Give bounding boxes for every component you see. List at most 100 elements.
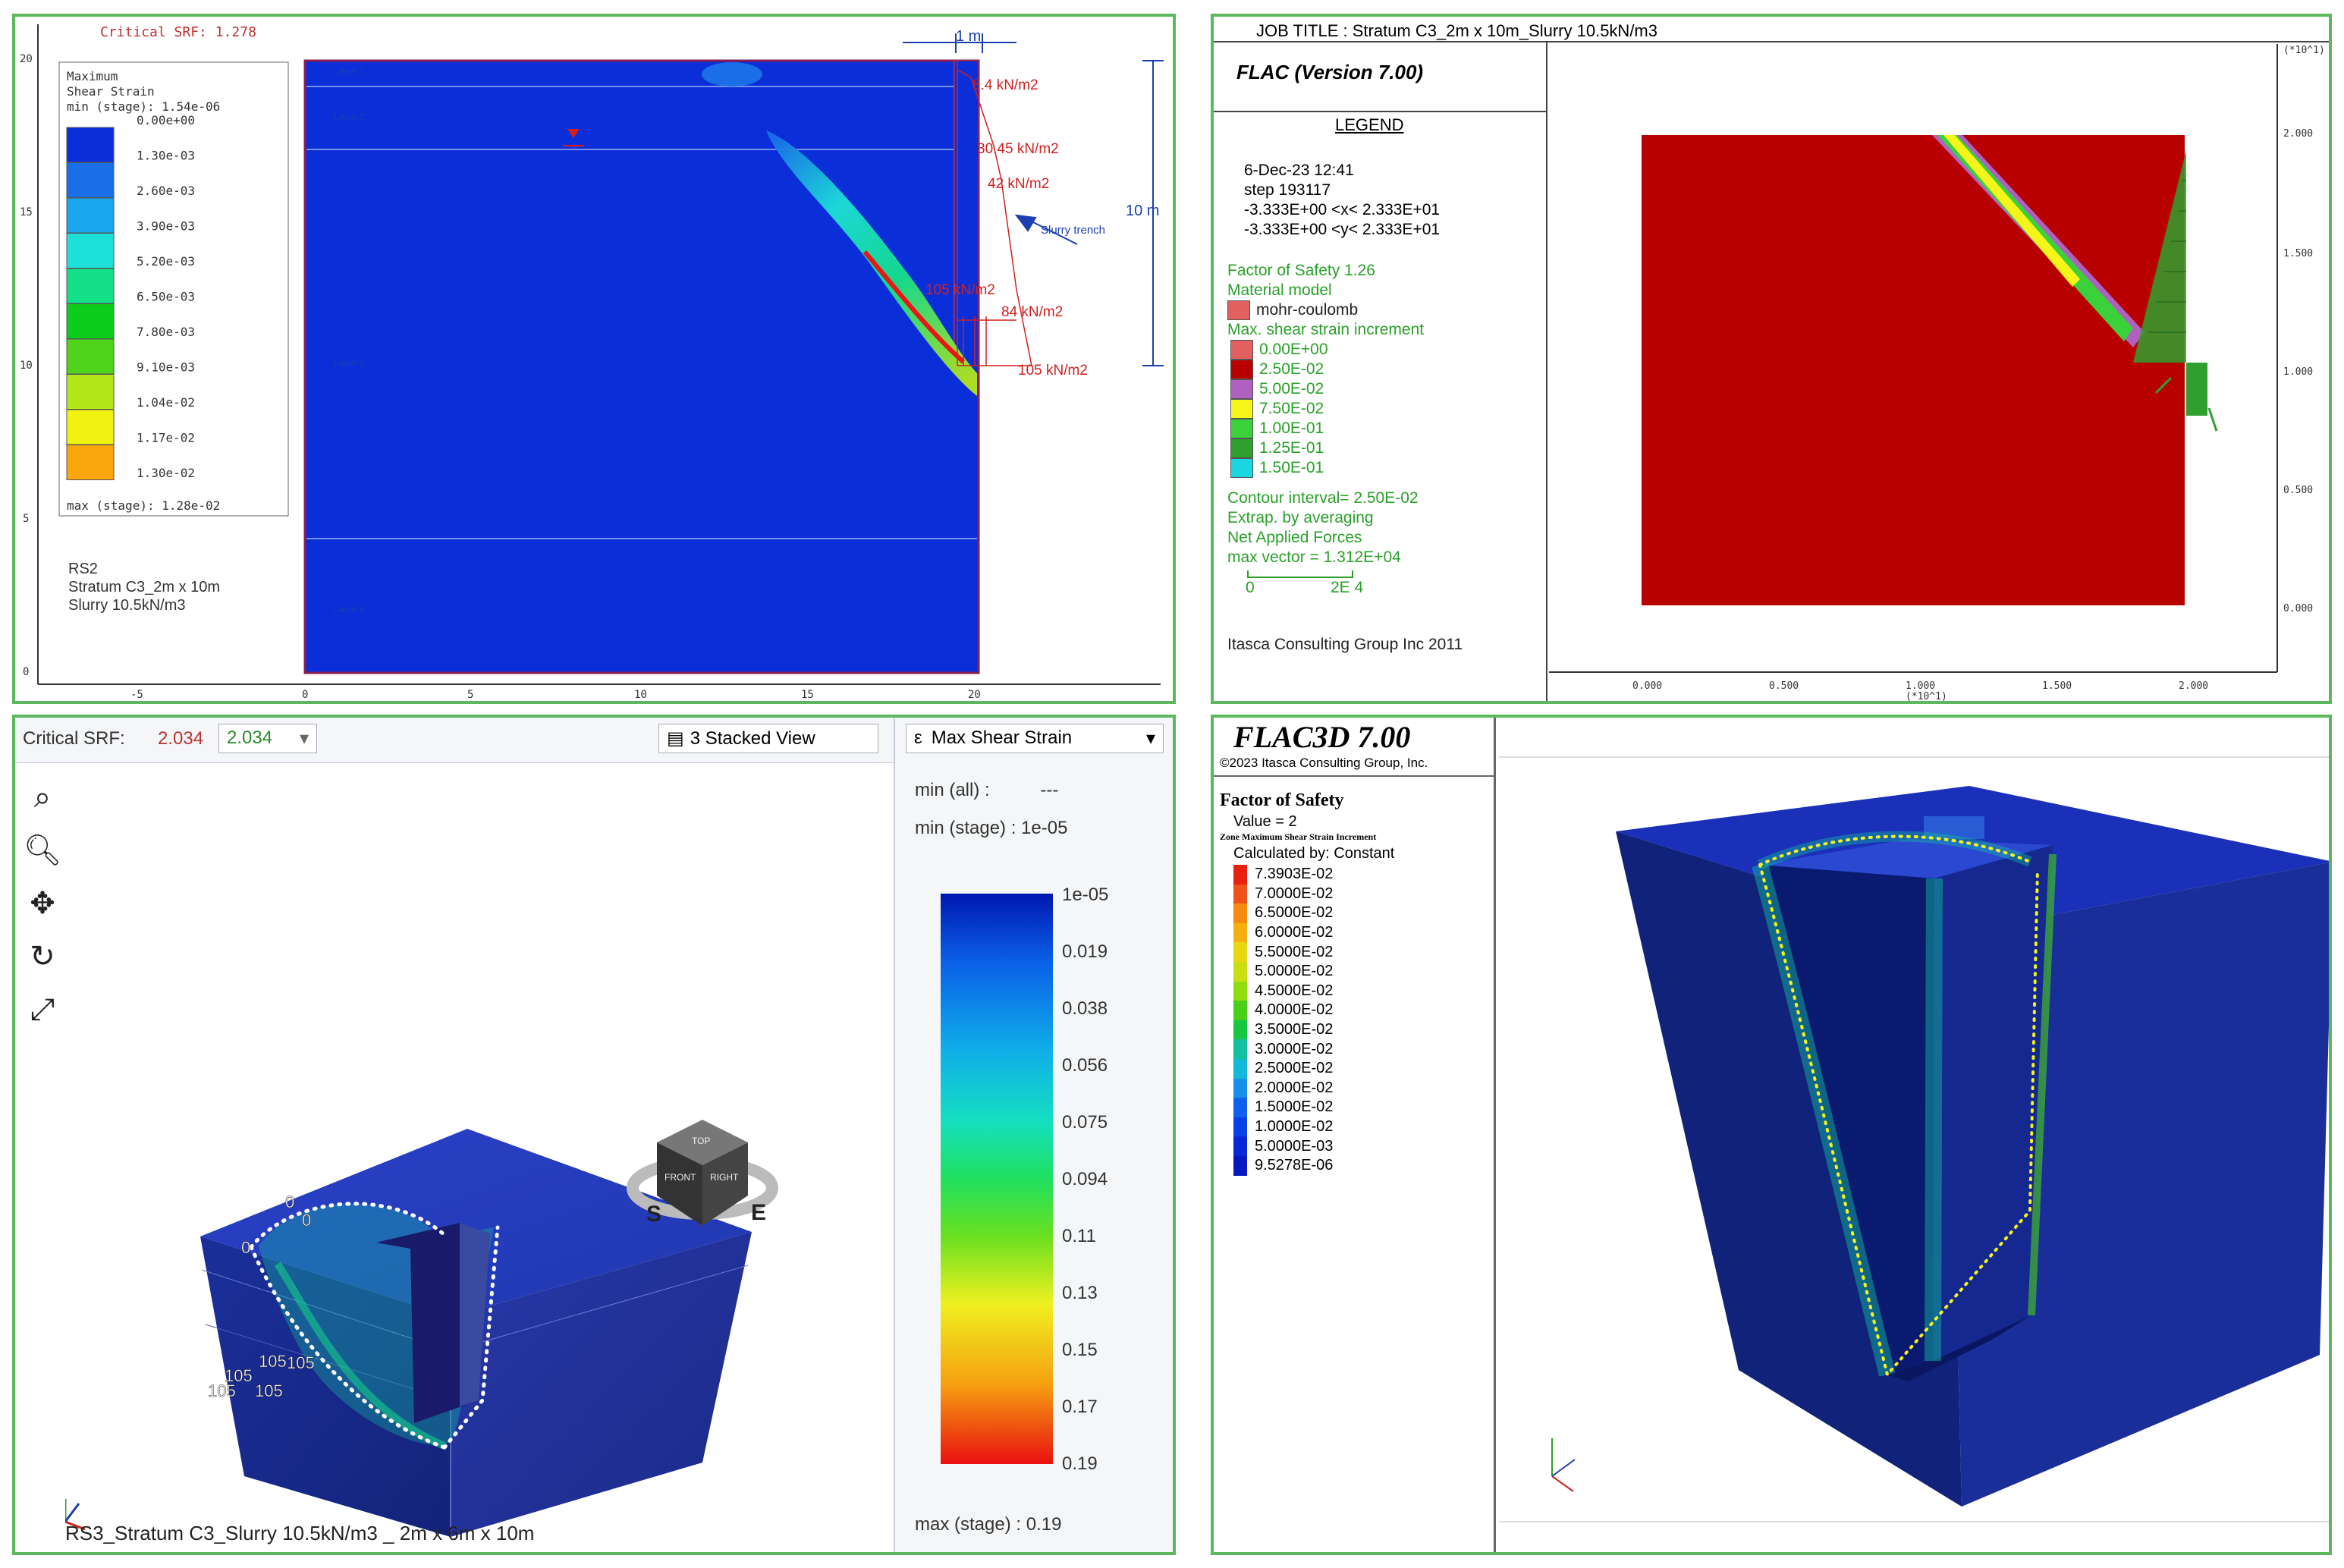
fos-swatch — [1233, 942, 1247, 962]
step-line: step 193117 — [1244, 181, 1331, 199]
zoom-extents-icon[interactable]: ⤢ — [30, 993, 55, 1026]
scale-label: 1e-05 — [1062, 885, 1109, 905]
legend-value: 0.00e+00 — [137, 113, 195, 127]
fos-swatch — [1233, 884, 1247, 904]
contour-color-scale — [941, 894, 1053, 1464]
contour-dropdown[interactable]: ε Max Shear Strain ▾ — [906, 724, 1164, 753]
fos-value-label: 2.5000E-02 — [1255, 1060, 1334, 1077]
x-tick: 5 — [467, 689, 473, 701]
legend-value: 2.60e-03 — [137, 184, 195, 198]
xrange-line: -3.333E+00 <x< 2.333E+01 — [1244, 201, 1441, 218]
job-title: JOB TITLE : Stratum C3_2m x 10m_Slurry 1… — [1256, 21, 1657, 40]
yrange-line: -3.333E+00 <y< 2.333E+01 — [1244, 221, 1441, 238]
excavated-wedge — [1760, 865, 1934, 1375]
x-tick: 20 — [968, 689, 981, 701]
fos-legend-row: 4.0000E-02 — [1233, 1001, 1333, 1020]
load-label: 0 — [285, 1192, 294, 1211]
bottom-caption: RS3_Stratum C3_Slurry 10.5kN/m3 _ 2m x 6… — [65, 1522, 534, 1544]
scale-max: 2E 4 — [1331, 579, 1364, 596]
shear-legend-row: 1.00E-01 — [1230, 419, 1424, 438]
fos-value-label: 5.5000E-02 — [1255, 943, 1334, 960]
rs2-model-view[interactable]: 20 15 10 5 0 -5 0 5 10 15 20 Layer 1 L — [15, 17, 1173, 701]
fos-swatch — [1233, 1058, 1247, 1079]
strain-icon: ε — [914, 727, 922, 748]
flac2d-model-view[interactable]: (*10^1) 2.000 1.500 1.000 0.500 0.000 0.… — [1549, 44, 2329, 701]
net-forces-line: Net Applied Forces — [1227, 529, 1362, 546]
legend-value: 5.20e-03 — [137, 254, 195, 269]
pan-icon[interactable]: ✥ — [30, 887, 55, 920]
fos-swatch — [1233, 1098, 1247, 1117]
fos-value-label: 1.0000E-02 — [1255, 1118, 1334, 1136]
slurry-label: Slurry trench — [1041, 224, 1105, 237]
fos-swatch — [1233, 1136, 1247, 1156]
rs3-panel: Critical SRF: 2.034 2.034 ▾ ▤ 3 Stacked Vi… — [12, 715, 1176, 1555]
legend-value: 3.90e-03 — [137, 219, 195, 234]
load-label: 30.45 kN/m2 — [977, 141, 1059, 157]
x-tick: 0 — [302, 689, 308, 701]
shear-legend-row: 1.25E-01 — [1230, 438, 1424, 458]
mohr-label: mohr-coulomb — [1256, 301, 1359, 319]
min-stage: min (stage) : 1e-05 — [915, 818, 1068, 838]
itasca-credit: Itasca Consulting Group Inc 2011 — [1227, 636, 1463, 653]
scale-label: 0.17 — [1062, 1397, 1098, 1417]
cube-right: RIGHT — [710, 1172, 739, 1183]
shear-legend-row: 2.50E-02 — [1230, 360, 1424, 379]
scale-label: 0.13 — [1062, 1283, 1098, 1303]
legend-swatch — [66, 162, 115, 198]
stacked-view-icon: ▤ — [667, 728, 684, 749]
model-top-face — [200, 1129, 752, 1317]
fos-legend-row: 1.5000E-02 — [1233, 1098, 1333, 1117]
fos-swatch — [1233, 961, 1247, 982]
contour-line: Contour interval= 2.50E-02 — [1227, 489, 1419, 507]
fos-swatch — [1233, 981, 1247, 1001]
rs2-panel: 20 15 10 5 0 -5 0 5 10 15 20 Layer 1 L — [12, 14, 1176, 704]
dim-top: 1 m — [956, 28, 981, 45]
legend-swatch — [66, 233, 115, 269]
info-line: Slurry 10.5kN/m3 — [68, 597, 186, 614]
legend-title: Maximum — [67, 69, 118, 83]
x-tick: 15 — [801, 689, 814, 701]
fos-swatch — [1233, 1078, 1247, 1098]
fos-legend-row: 9.5278E-06 — [1233, 1155, 1334, 1176]
dim-side: 10 m — [1126, 203, 1159, 219]
failure-outline — [1758, 834, 2039, 1378]
flac3d-title: FLAC3D 7.00 — [1233, 720, 1411, 754]
load-label: 8.4 kN/m2 — [972, 77, 1038, 93]
load-label: 105 kN/m2 — [925, 282, 995, 298]
shear-swatch — [1230, 360, 1253, 379]
scale-label: 0.15 — [1062, 1340, 1098, 1360]
shear-value: 5.00E-02 — [1259, 380, 1324, 397]
shear-swatch — [1230, 458, 1253, 478]
shear-title: Max. shear strain increment — [1227, 321, 1425, 338]
rotate-icon[interactable]: ↻ — [30, 940, 55, 973]
srf-dropdown[interactable]: 2.034 ▾ — [218, 724, 317, 753]
legend-swatch — [66, 338, 115, 375]
x-tick: 1.500 — [2042, 680, 2072, 692]
info-line: Stratum C3_2m x 10m — [68, 579, 220, 595]
info-line: RS2 — [68, 561, 98, 577]
x-tick: 2.000 — [2179, 680, 2208, 692]
shear-swatch — [1230, 399, 1253, 419]
shear-value: 1.25E-01 — [1259, 439, 1324, 457]
legend-heading: LEGEND — [1335, 115, 1404, 134]
view-mode-dropdown[interactable]: ▤ 3 Stacked View — [658, 724, 878, 753]
fos-value-label: 9.5278E-06 — [1255, 1157, 1334, 1174]
layer-label: Layer 3 — [334, 357, 364, 368]
scale-zero: 0 — [1246, 579, 1255, 596]
fos-legend-row: 3.5000E-02 — [1233, 1020, 1333, 1040]
fos-legend-row: 6.0000E-02 — [1233, 922, 1333, 943]
zoom-window-icon[interactable]: ⌕ — [33, 781, 52, 814]
rs3-model-view[interactable]: 0 0 0 105 105 105 105 105 TOP FRONT RIGH… — [65, 763, 892, 1552]
fos-value-label: 1.5000E-02 — [1255, 1098, 1334, 1116]
scale-label: 0.19 — [1062, 1453, 1098, 1474]
fos-swatch — [1233, 1020, 1247, 1040]
zoom-icon[interactable]: 🔍︎ — [23, 834, 62, 867]
legend-value: 6.50e-03 — [137, 290, 195, 304]
y-tick: 1.500 — [2283, 248, 2313, 259]
model-left-face — [200, 1236, 451, 1537]
x-tick: 1.000 — [1906, 680, 1935, 692]
critical-srf-label: Critical SRF: — [23, 728, 125, 749]
shear-value: 1.50E-01 — [1259, 459, 1324, 476]
flac3d-model-view[interactable] — [1499, 718, 2329, 1552]
model-right-face — [451, 1232, 752, 1537]
